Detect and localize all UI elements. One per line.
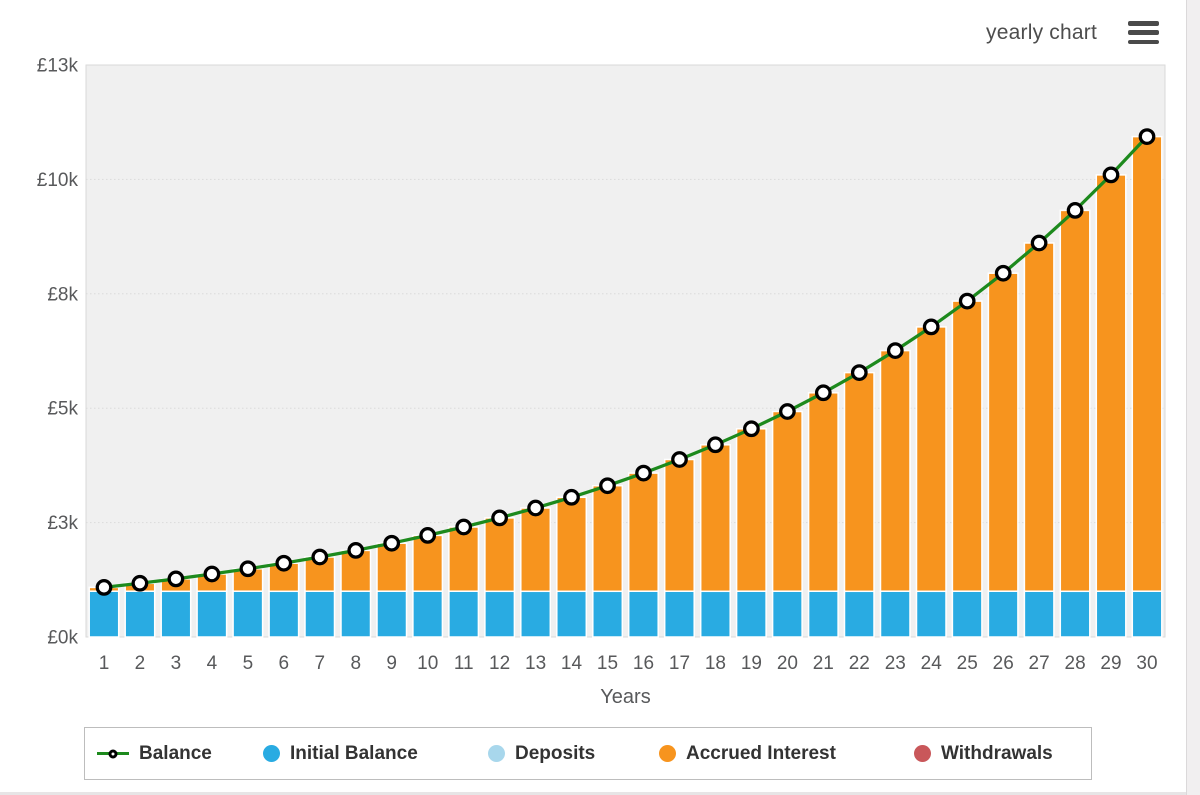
svg-text:25: 25 bbox=[957, 653, 978, 674]
legend-item-initial-balance[interactable]: Initial Balance bbox=[263, 743, 418, 765]
svg-text:28: 28 bbox=[1065, 653, 1086, 674]
svg-text:£3k: £3k bbox=[47, 513, 78, 534]
balance-line-marker-icon bbox=[97, 745, 129, 762]
svg-text:7: 7 bbox=[315, 653, 326, 674]
svg-text:27: 27 bbox=[1029, 653, 1050, 674]
svg-text:£5k: £5k bbox=[47, 399, 78, 420]
svg-text:£8k: £8k bbox=[47, 284, 78, 305]
legend-label: Deposits bbox=[515, 742, 596, 764]
y-axis-labels: £0k £3k £5k £8k £10k £13k bbox=[37, 56, 79, 649]
page-right-edge bbox=[1186, 0, 1200, 795]
x-axis-title: Years bbox=[600, 686, 650, 708]
svg-text:1: 1 bbox=[99, 653, 110, 674]
svg-text:24: 24 bbox=[921, 653, 943, 674]
legend-label: Accrued Interest bbox=[686, 742, 836, 764]
svg-text:23: 23 bbox=[885, 653, 906, 674]
svg-text:6: 6 bbox=[279, 653, 290, 674]
chart-legend: Balance Initial Balance Deposits Accrued… bbox=[84, 727, 1092, 780]
svg-text:29: 29 bbox=[1100, 653, 1121, 674]
svg-text:4: 4 bbox=[207, 653, 218, 674]
hamburger-bar bbox=[1128, 39, 1159, 44]
svg-text:22: 22 bbox=[849, 653, 870, 674]
svg-text:9: 9 bbox=[386, 653, 397, 674]
svg-text:12: 12 bbox=[489, 653, 510, 674]
svg-text:8: 8 bbox=[351, 653, 362, 674]
page-bottom-edge bbox=[0, 792, 1186, 795]
svg-text:11: 11 bbox=[454, 653, 474, 674]
accrued-interest-dot-icon bbox=[659, 745, 676, 762]
chart-title: yearly chart bbox=[986, 21, 1097, 44]
hamburger-bar bbox=[1128, 21, 1159, 26]
plot-area bbox=[86, 65, 1165, 637]
x-axis-labels: 1 2 3 4 5 6 7 8 9 10 11 12 13 14 15 16 17 18 19 20 21 22 23 24 2… bbox=[99, 653, 1158, 674]
hamburger-bar bbox=[1128, 30, 1159, 35]
svg-text:16: 16 bbox=[633, 653, 654, 674]
legend-label: Initial Balance bbox=[290, 742, 418, 764]
svg-text:30: 30 bbox=[1136, 653, 1157, 674]
legend-label: Withdrawals bbox=[941, 742, 1053, 764]
svg-text:3: 3 bbox=[171, 653, 182, 674]
legend-item-withdrawals[interactable]: Withdrawals bbox=[914, 743, 1053, 765]
legend-label: Balance bbox=[139, 742, 212, 764]
bars-accrued-interest[interactable] bbox=[88, 135, 1163, 593]
plot-border bbox=[85, 64, 1166, 638]
withdrawals-dot-icon bbox=[914, 745, 931, 762]
svg-text:10: 10 bbox=[417, 653, 438, 674]
svg-text:2: 2 bbox=[135, 653, 146, 674]
svg-text:26: 26 bbox=[993, 653, 1014, 674]
svg-text:5: 5 bbox=[243, 653, 254, 674]
svg-text:21: 21 bbox=[813, 653, 834, 674]
svg-text:14: 14 bbox=[561, 653, 583, 674]
svg-text:19: 19 bbox=[741, 653, 762, 674]
svg-text:20: 20 bbox=[777, 653, 798, 674]
svg-text:£0k: £0k bbox=[47, 628, 78, 649]
legend-item-balance[interactable]: Balance bbox=[97, 743, 212, 765]
svg-text:15: 15 bbox=[597, 653, 618, 674]
svg-text:£10k: £10k bbox=[37, 170, 79, 191]
svg-text:13: 13 bbox=[525, 653, 546, 674]
balance-markers[interactable] bbox=[95, 128, 1156, 596]
deposits-dot-icon bbox=[488, 745, 505, 762]
legend-item-deposits[interactable]: Deposits bbox=[488, 743, 595, 765]
svg-text:£13k: £13k bbox=[37, 56, 79, 77]
initial-balance-dot-icon bbox=[263, 745, 280, 762]
legend-item-accrued-interest[interactable]: Accrued Interest bbox=[659, 743, 836, 765]
svg-text:18: 18 bbox=[705, 653, 726, 674]
svg-text:17: 17 bbox=[669, 653, 690, 674]
hamburger-menu-icon[interactable] bbox=[1128, 21, 1159, 44]
bars-initial-balance[interactable] bbox=[88, 590, 1163, 638]
